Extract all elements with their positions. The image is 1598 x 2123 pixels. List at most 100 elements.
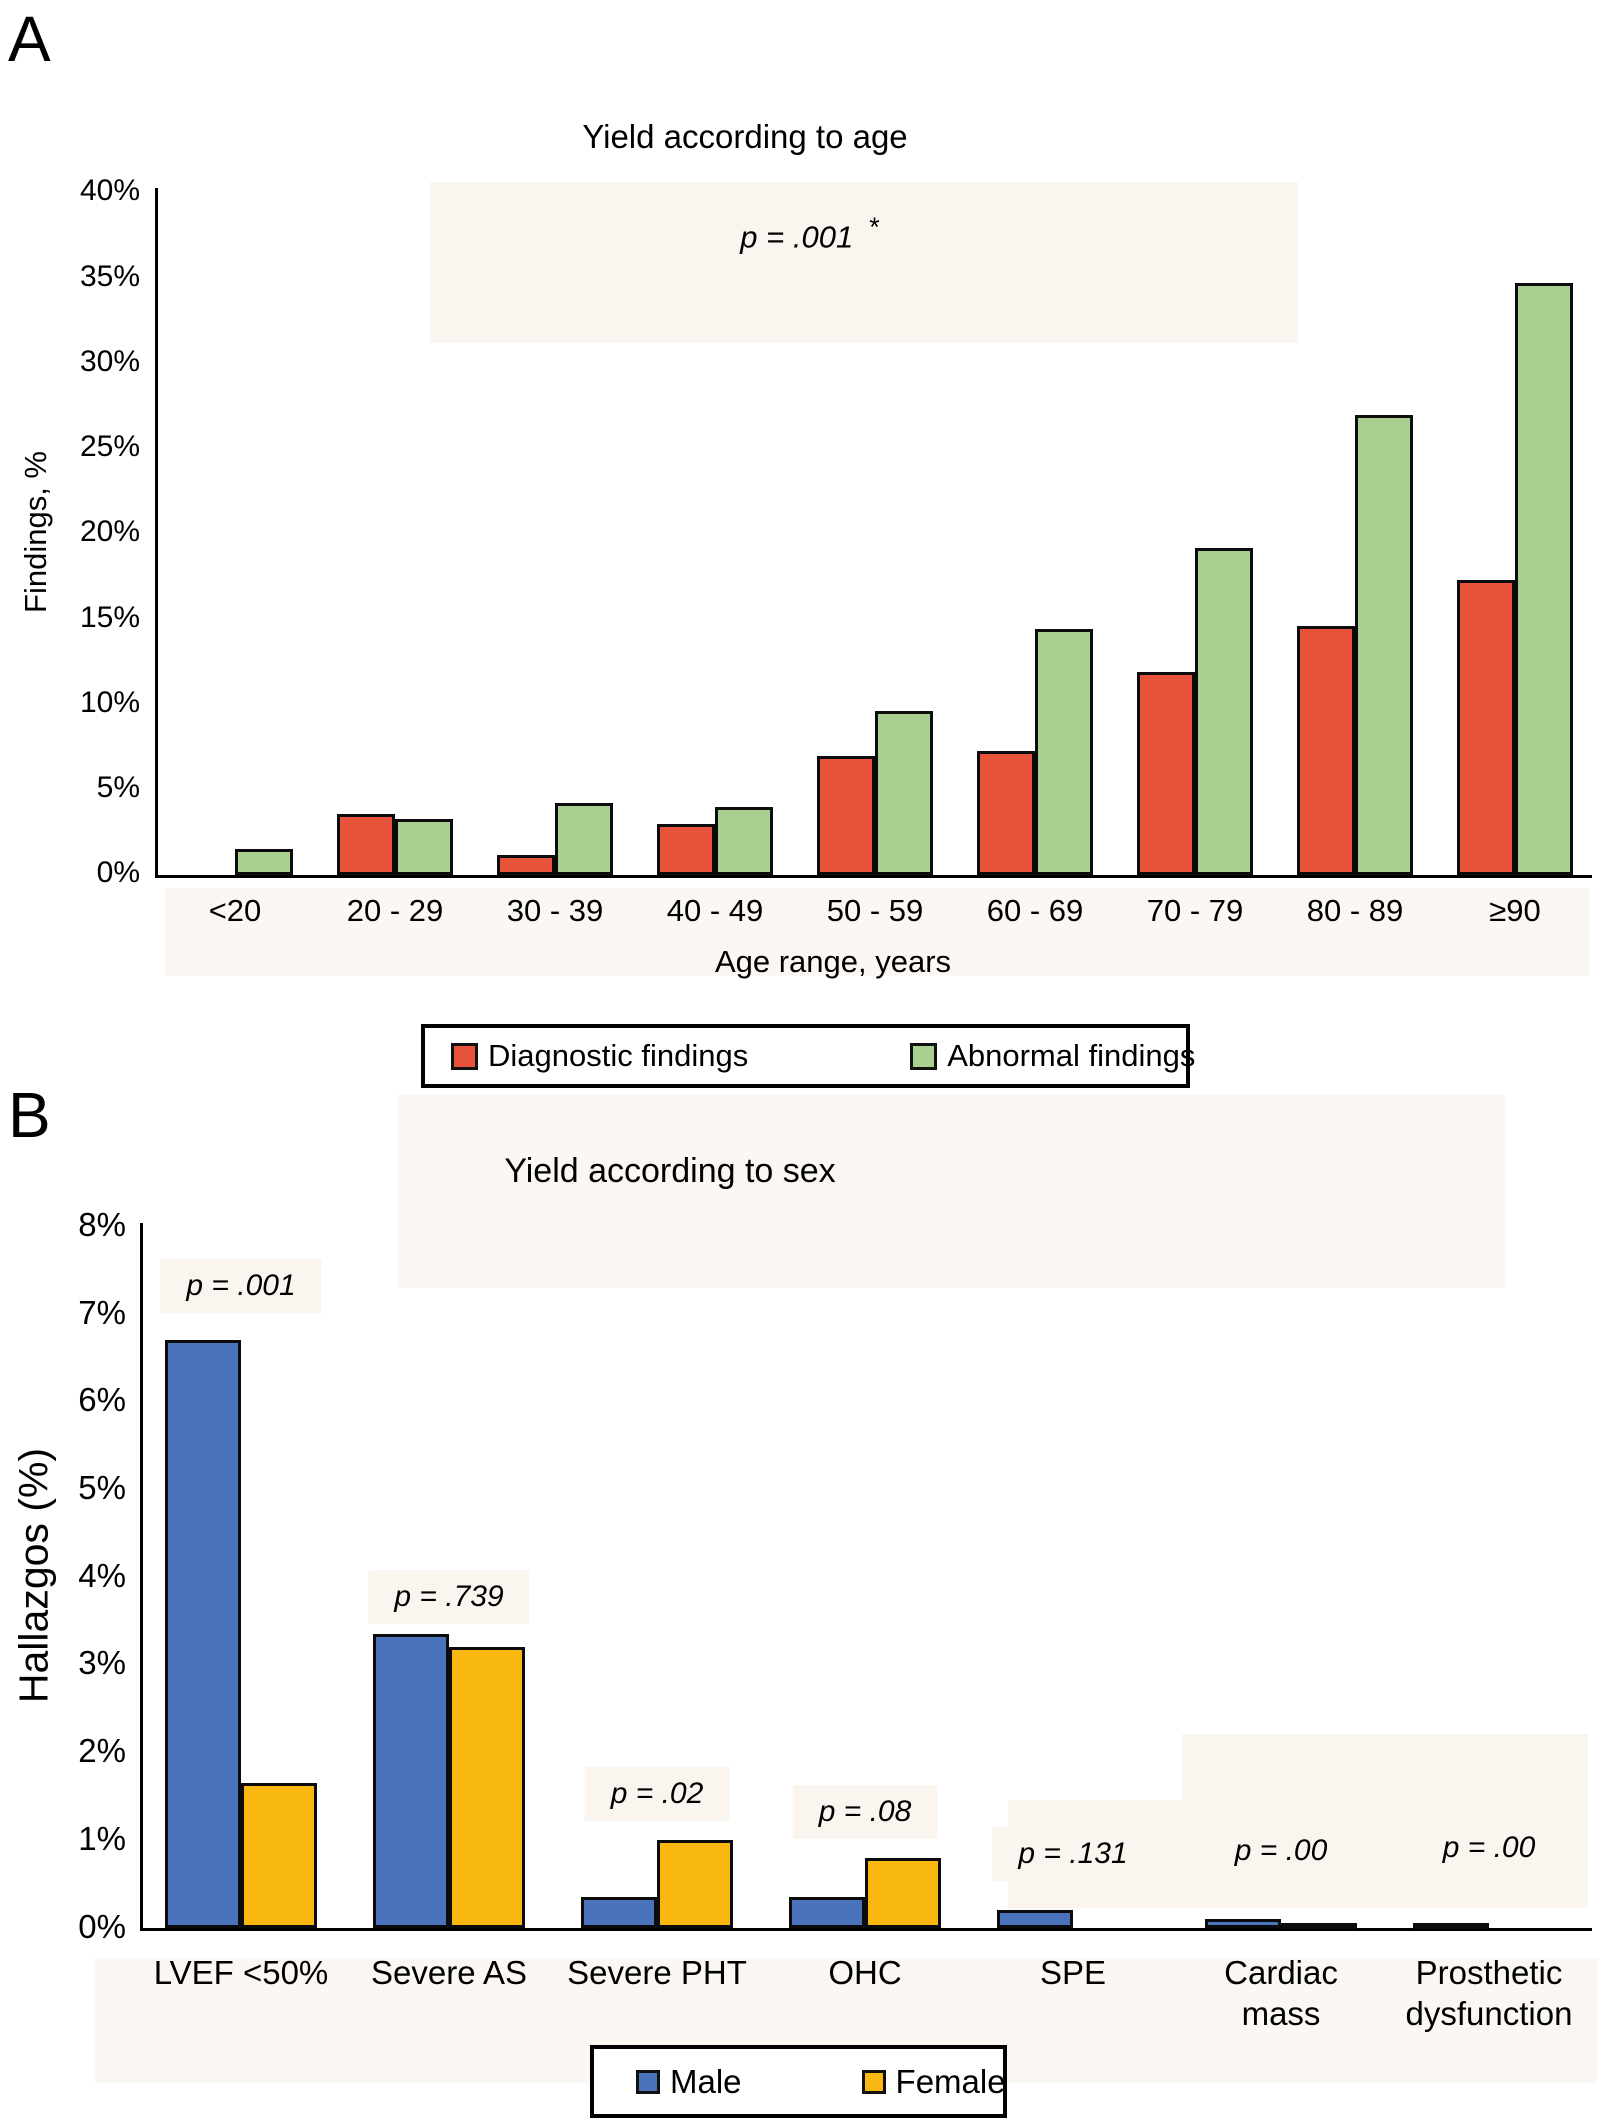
legend-item-male: Male (636, 2063, 742, 2101)
bar-male-1 (373, 1634, 449, 1928)
x-category-label: 60 - 69 (986, 893, 1084, 928)
bar-abnormal-findings-0 (235, 849, 293, 875)
x-category-label: Cardiac mass (1224, 1954, 1338, 2033)
bar-diagnostic-findings-5 (977, 750, 1035, 875)
x-category-label: ≥90 (1489, 893, 1541, 928)
background-rect (165, 888, 1590, 976)
bar-female-0 (241, 1783, 317, 1928)
bar-female-5 (1281, 1922, 1357, 1929)
bar-male-4 (997, 1910, 1073, 1928)
panel-a-x-axis-title: Age range, years (714, 944, 952, 979)
y-tick-label: 30% (79, 344, 140, 378)
legend-item-diagnostic-findings: Diagnostic findings (451, 1038, 748, 1074)
panel-a-asterisk: * (869, 212, 880, 242)
bar-abnormal-findings-1 (395, 818, 453, 875)
x-category-label: 80 - 89 (1306, 893, 1404, 928)
legend-item-abnormal-findings: Abnormal findings (910, 1038, 1195, 1074)
bar-diagnostic-findings-2 (497, 854, 555, 875)
bar-female-2 (657, 1840, 733, 1928)
background-rect (430, 182, 1298, 343)
panel-a-legend: Diagnostic findings Abnormal findings (421, 1024, 1195, 1088)
legend-label-diagnostic-findings: Diagnostic findings (488, 1038, 749, 1073)
p-value-label-3: p = .08 (792, 1784, 938, 1839)
panel-b-letter: B (8, 1079, 52, 1151)
bar-male-2 (581, 1897, 657, 1928)
y-tick-label: 6% (78, 1381, 126, 1419)
bar-male-5 (1205, 1919, 1281, 1928)
bar-diagnostic-findings-1 (337, 813, 395, 875)
x-category-label: 70 - 79 (1146, 893, 1244, 928)
x-category-label: 30 - 39 (506, 893, 604, 928)
bar-male-0 (165, 1340, 241, 1928)
bar-diagnostic-findings-6 (1137, 672, 1195, 875)
background-rect (398, 1095, 1505, 1288)
x-category-label: LVEF <50% (153, 1954, 329, 1991)
panel-a-title: Yield according to age (582, 118, 908, 155)
p-value-label-0: p = .001 (160, 1258, 322, 1313)
male-swatch (636, 2069, 660, 2094)
bar-abnormal-findings-2 (555, 803, 613, 875)
y-tick-label: 8% (78, 1205, 126, 1243)
bar-diagnostic-findings-3 (657, 823, 715, 875)
y-tick-label: 7% (78, 1293, 126, 1331)
panel-b-legend: Male Female (590, 2045, 1007, 2118)
y-tick-label: 0% (96, 856, 140, 890)
x-category-label: 20 - 29 (346, 893, 444, 928)
x-axis-line (155, 875, 1592, 878)
bar-abnormal-findings-8 (1515, 283, 1573, 875)
y-tick-label: 4% (78, 1556, 126, 1594)
legend-label-abnormal-findings: Abnormal findings (947, 1038, 1196, 1073)
panel-b-title: Yield according to sex (504, 1152, 836, 1190)
bar-abnormal-findings-3 (715, 806, 773, 875)
legend-label-male: Male (670, 2062, 742, 2100)
y-tick-label: 25% (79, 430, 140, 464)
y-axis-line (155, 188, 158, 878)
p-value-label-6: p = .00 (1416, 1820, 1562, 1875)
p-value-label-5: p = .00 (1208, 1823, 1354, 1878)
bar-male-3 (789, 1897, 865, 1928)
y-tick-label: 20% (79, 515, 140, 549)
p-value-label-4: p = .131 (992, 1827, 1154, 1882)
x-axis-line (140, 1928, 1592, 1931)
y-axis-line (140, 1223, 143, 1931)
panel-a-p-text: p = .001 (740, 219, 854, 255)
bar-abnormal-findings-5 (1035, 629, 1093, 875)
x-category-label: Prosthetic dysfunction (1405, 1954, 1573, 2033)
y-tick-label: 15% (79, 600, 140, 634)
bar-male-6 (1413, 1922, 1489, 1929)
bar-female-3 (865, 1857, 941, 1928)
legend-label-female: Female (895, 2062, 1006, 2100)
x-category-label: Severe PHT (567, 1954, 747, 1991)
y-tick-label: 10% (79, 685, 140, 719)
abnormal-findings-swatch (910, 1042, 938, 1070)
bar-abnormal-findings-4 (875, 711, 933, 875)
y-tick-label: 0% (78, 1907, 126, 1945)
x-category-label: 40 - 49 (666, 893, 764, 928)
bar-diagnostic-findings-8 (1457, 580, 1515, 875)
panel-a-letter: A (8, 3, 52, 75)
y-tick-label: 35% (79, 259, 140, 293)
p-value-label-1: p = .739 (368, 1570, 530, 1625)
legend-item-female: Female (861, 2062, 1006, 2101)
y-tick-label: 40% (79, 174, 140, 208)
background-rect (1182, 1734, 1588, 1804)
y-tick-label: 5% (78, 1469, 126, 1507)
bar-abnormal-findings-7 (1355, 414, 1413, 875)
x-category-label: SPE (1039, 1954, 1107, 1991)
p-value-label-2: p = .02 (584, 1767, 730, 1822)
x-category-label: 50 - 59 (826, 893, 924, 928)
x-category-label: OHC (828, 1954, 902, 1991)
y-tick-label: 2% (78, 1732, 126, 1770)
bar-female-1 (449, 1647, 525, 1928)
bar-diagnostic-findings-7 (1297, 626, 1355, 875)
female-swatch (861, 2069, 886, 2094)
y-tick-label: 3% (78, 1644, 126, 1682)
x-category-label: Severe AS (371, 1954, 527, 1991)
x-category-label: <20 (208, 893, 262, 928)
panel-a-p-value: p = .001 * (610, 212, 1010, 255)
bar-diagnostic-findings-4 (817, 755, 875, 875)
bar-abnormal-findings-6 (1195, 547, 1253, 875)
diagnostic-findings-swatch (451, 1042, 478, 1070)
y-tick-label: 1% (78, 1819, 126, 1857)
y-tick-label: 5% (96, 771, 140, 805)
